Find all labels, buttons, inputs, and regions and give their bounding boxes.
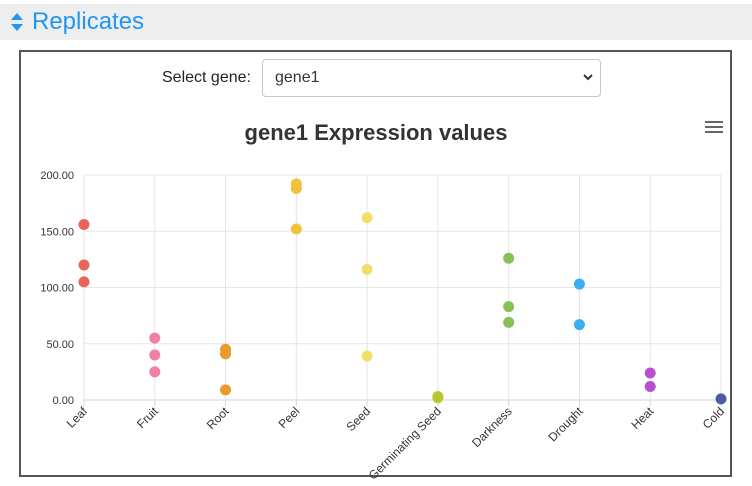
y-tick-label: 200.00 xyxy=(40,170,74,182)
data-point[interactable] xyxy=(503,252,515,264)
data-point[interactable] xyxy=(78,219,90,230)
data-point[interactable] xyxy=(573,319,585,331)
data-point[interactable] xyxy=(290,223,302,235)
chart-menu-icon[interactable] xyxy=(705,121,723,135)
data-point[interactable] xyxy=(715,393,727,405)
x-tick-label: Darkness xyxy=(469,404,515,450)
data-point[interactable] xyxy=(290,183,302,194)
data-points xyxy=(78,178,727,405)
x-tick-label: Root xyxy=(204,404,232,432)
y-tick-label: 100.00 xyxy=(40,283,74,295)
data-point[interactable] xyxy=(149,349,161,361)
data-point[interactable] xyxy=(503,316,515,328)
y-tick-label: 50.00 xyxy=(46,339,74,351)
x-tick-label: Germinating Seed xyxy=(366,404,444,482)
gene-select-value: gene1 xyxy=(275,69,320,86)
x-tick-label: Cold xyxy=(700,404,727,431)
x-tick-label: Fruit xyxy=(134,404,161,431)
x-tick-label: Peel xyxy=(276,404,303,431)
x-tick-label: Drought xyxy=(545,404,586,445)
x-tick-label: Seed xyxy=(344,404,374,434)
chart-title: gene1 Expression values xyxy=(245,120,508,145)
section-title: Replicates xyxy=(32,8,145,35)
data-point[interactable] xyxy=(361,212,373,224)
data-point[interactable] xyxy=(503,301,515,313)
gene-select[interactable]: gene1 xyxy=(262,59,601,97)
y-axis-ticks: 0.00 50.00 100.00 150.00 200.00 xyxy=(40,170,74,407)
chevron-down-icon xyxy=(583,74,593,81)
data-point[interactable] xyxy=(78,276,90,288)
data-point[interactable] xyxy=(220,384,232,396)
y-tick-label: 150.00 xyxy=(40,226,74,238)
data-point[interactable] xyxy=(361,350,373,362)
data-point[interactable] xyxy=(149,366,161,378)
y-tick-label: 0.00 xyxy=(53,395,74,407)
data-point[interactable] xyxy=(361,264,373,275)
x-tick-label: Leaf xyxy=(64,404,91,431)
data-point[interactable] xyxy=(432,392,444,404)
section-header: Replicates xyxy=(0,4,752,40)
data-point[interactable] xyxy=(573,278,585,290)
data-point[interactable] xyxy=(220,348,232,360)
sort-icon xyxy=(11,13,23,31)
x-tick-label: Heat xyxy=(629,404,657,432)
data-point[interactable] xyxy=(149,332,161,344)
chart-grid xyxy=(83,174,722,406)
replicates-toggle[interactable]: Replicates xyxy=(10,8,144,36)
data-point[interactable] xyxy=(644,381,656,392)
select-gene-label: Select gene: xyxy=(162,69,251,86)
data-point[interactable] xyxy=(644,367,656,379)
data-point[interactable] xyxy=(78,259,90,271)
chart-panel xyxy=(19,50,732,477)
